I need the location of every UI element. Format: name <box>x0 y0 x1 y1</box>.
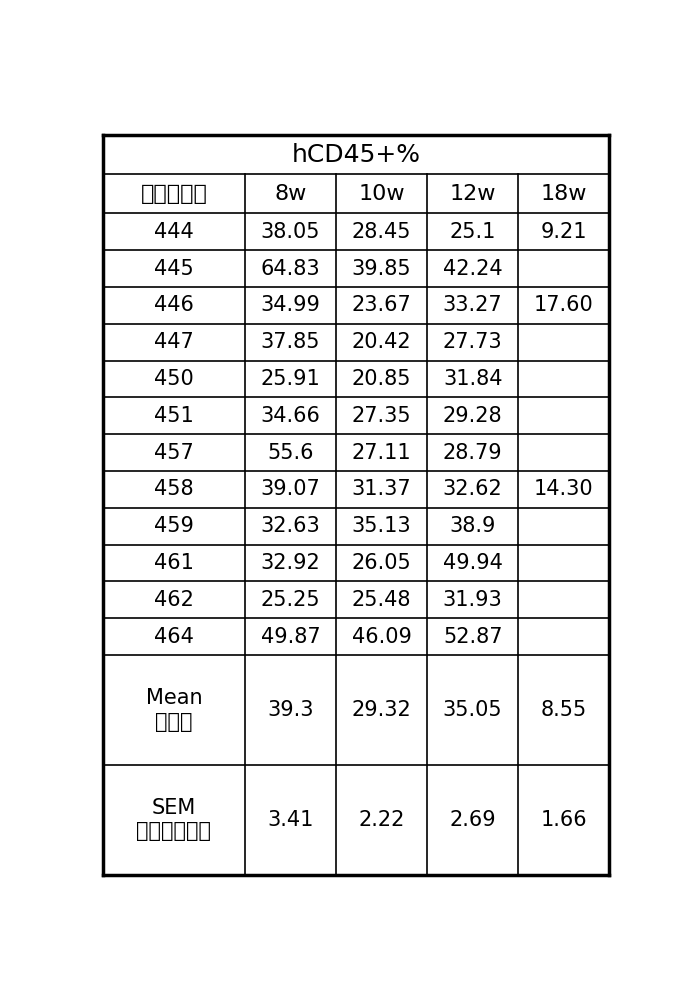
Text: 32.63: 32.63 <box>261 516 320 536</box>
Text: 27.35: 27.35 <box>352 406 411 426</box>
Text: 18w: 18w <box>541 184 587 204</box>
Text: 447: 447 <box>154 332 194 352</box>
Text: 39.3: 39.3 <box>267 700 313 720</box>
Text: 3.41: 3.41 <box>267 810 313 830</box>
Text: 35.13: 35.13 <box>352 516 411 536</box>
Text: 55.6: 55.6 <box>267 443 313 463</box>
Text: SEM
均值标准误差: SEM 均值标准误差 <box>136 798 211 841</box>
Text: 1.66: 1.66 <box>541 810 587 830</box>
Text: 31.84: 31.84 <box>443 369 502 389</box>
Text: 42.24: 42.24 <box>443 259 502 279</box>
Text: 38.05: 38.05 <box>261 222 320 242</box>
Text: 49.87: 49.87 <box>261 627 320 647</box>
Text: 27.73: 27.73 <box>443 332 502 352</box>
Text: 458: 458 <box>154 479 194 499</box>
Text: 32.62: 32.62 <box>443 479 502 499</box>
Text: 31.93: 31.93 <box>443 590 502 610</box>
Text: 14.30: 14.30 <box>534 479 594 499</box>
Text: 20.85: 20.85 <box>352 369 411 389</box>
Text: 39.07: 39.07 <box>261 479 320 499</box>
Text: 34.66: 34.66 <box>261 406 320 426</box>
Text: 445: 445 <box>154 259 194 279</box>
Text: 8.55: 8.55 <box>541 700 587 720</box>
Text: 2.22: 2.22 <box>359 810 404 830</box>
Text: 接种后周数: 接种后周数 <box>140 184 207 204</box>
Text: 33.27: 33.27 <box>443 295 502 315</box>
Text: 8w: 8w <box>275 184 306 204</box>
Text: 9.21: 9.21 <box>541 222 587 242</box>
Text: 29.28: 29.28 <box>443 406 502 426</box>
Text: 20.42: 20.42 <box>352 332 411 352</box>
Text: 39.85: 39.85 <box>352 259 411 279</box>
Text: 46.09: 46.09 <box>352 627 411 647</box>
Text: 28.45: 28.45 <box>352 222 411 242</box>
Text: 37.85: 37.85 <box>261 332 320 352</box>
Text: 52.87: 52.87 <box>443 627 502 647</box>
Text: 49.94: 49.94 <box>443 553 502 573</box>
Text: Mean
平均值: Mean 平均值 <box>146 688 202 732</box>
Text: 32.92: 32.92 <box>261 553 320 573</box>
Text: 28.79: 28.79 <box>443 443 502 463</box>
Text: 10w: 10w <box>358 184 404 204</box>
Text: hCD45+%: hCD45+% <box>292 143 420 167</box>
Text: 25.48: 25.48 <box>352 590 411 610</box>
Text: 12w: 12w <box>450 184 496 204</box>
Text: 446: 446 <box>154 295 194 315</box>
Text: 444: 444 <box>154 222 194 242</box>
Text: 25.91: 25.91 <box>261 369 320 389</box>
Text: 451: 451 <box>154 406 194 426</box>
Text: 461: 461 <box>154 553 194 573</box>
Text: 2.69: 2.69 <box>450 810 496 830</box>
Text: 25.25: 25.25 <box>261 590 320 610</box>
Text: 459: 459 <box>154 516 194 536</box>
Text: 64.83: 64.83 <box>261 259 320 279</box>
Text: 17.60: 17.60 <box>534 295 594 315</box>
Text: 25.1: 25.1 <box>450 222 496 242</box>
Text: 31.37: 31.37 <box>352 479 411 499</box>
Text: 464: 464 <box>154 627 194 647</box>
Text: 26.05: 26.05 <box>352 553 411 573</box>
Text: 462: 462 <box>154 590 194 610</box>
Text: 38.9: 38.9 <box>450 516 496 536</box>
Text: 29.32: 29.32 <box>352 700 411 720</box>
Text: 457: 457 <box>154 443 194 463</box>
Text: 27.11: 27.11 <box>352 443 411 463</box>
Text: 450: 450 <box>154 369 194 389</box>
Text: 34.99: 34.99 <box>261 295 320 315</box>
Text: 23.67: 23.67 <box>352 295 411 315</box>
Text: 35.05: 35.05 <box>443 700 502 720</box>
